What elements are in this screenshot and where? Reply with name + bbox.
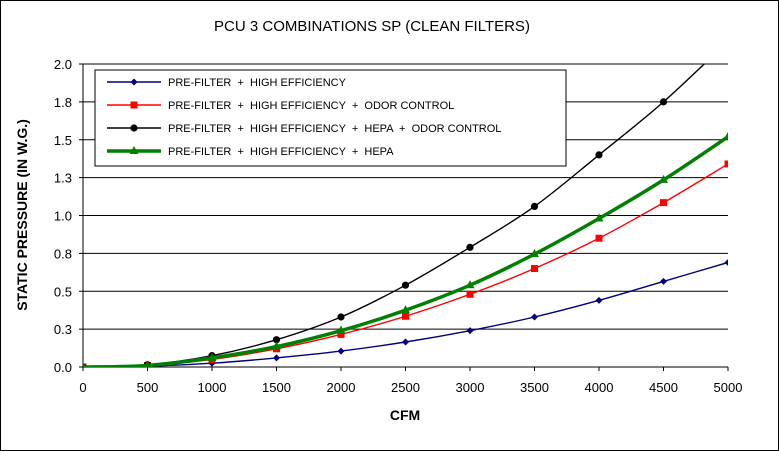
- x-tick-label: 4500: [649, 380, 678, 395]
- data-point: [595, 151, 603, 159]
- data-point: [402, 312, 409, 320]
- data-point: [272, 341, 281, 350]
- legend-marker: [130, 101, 138, 109]
- data-point: [530, 249, 539, 258]
- legend-marker: [130, 124, 138, 132]
- data-point: [272, 336, 281, 344]
- legend-label: PRE-FILTER + HIGH EFFICIENCY + HEPA + OD…: [168, 123, 501, 135]
- x-tick-label: 3000: [456, 380, 485, 395]
- data-point: [724, 160, 728, 168]
- data-point: [401, 305, 410, 314]
- data-point: [466, 290, 474, 298]
- data-point: [466, 243, 474, 251]
- legend-item: PRE-FILTER + HIGH EFFICIENCY + ODOR CONT…: [107, 100, 454, 112]
- legend-item: PRE-FILTER + HIGH EFFICIENCY + HEPA + OD…: [107, 123, 501, 135]
- chart-title: PCU 3 COMBINATIONS SP (CLEAN FILTERS): [214, 18, 530, 35]
- data-point: [401, 281, 410, 289]
- data-point: [337, 347, 345, 355]
- series-layer: [83, 64, 728, 367]
- x-tick-label: 2000: [327, 380, 356, 395]
- data-point: [723, 131, 728, 140]
- x-tick-label: 3500: [520, 380, 549, 395]
- x-tick-label: 5000: [714, 380, 743, 395]
- legend-box: [94, 69, 567, 167]
- data-point: [207, 352, 217, 361]
- data-point: [402, 338, 409, 346]
- y-axis-title: STATIC PRESSURE (IN W.G.): [14, 119, 30, 311]
- data-point: [337, 313, 345, 321]
- y-tick-label: 0.0: [54, 360, 72, 375]
- x-tick-label: 500: [137, 380, 159, 395]
- data-point: [465, 280, 475, 289]
- y-tick-label: 1.8: [54, 95, 72, 110]
- data-point: [724, 258, 728, 266]
- data-point: [466, 327, 474, 335]
- legend-label: PRE-FILTER + HIGH EFFICIENCY + HEPA: [168, 146, 394, 158]
- x-tick-label: 1500: [262, 380, 291, 395]
- data-point: [660, 277, 667, 285]
- legend-item: PRE-FILTER + HIGH EFFICIENCY: [107, 77, 347, 89]
- data-point: [595, 296, 603, 304]
- legend-label: PRE-FILTER + HIGH EFFICIENCY: [168, 77, 347, 89]
- data-point: [659, 174, 668, 183]
- legend-item: PRE-FILTER + HIGH EFFICIENCY + HEPA: [107, 146, 394, 158]
- x-tick-label: 4000: [585, 380, 614, 395]
- data-point: [273, 354, 280, 362]
- ticks: 0.0 0.3 0.5 0.8 1.0 1.3 1.5 1.8 2.0 0 500 1000 1500 2…: [54, 57, 743, 395]
- x-tick-label: 0: [79, 380, 86, 395]
- y-tick-label: 0.5: [54, 284, 72, 299]
- data-point: [659, 98, 668, 106]
- data-point: [336, 325, 346, 334]
- x-tick-label: 2500: [391, 380, 420, 395]
- data-point: [595, 234, 603, 242]
- legend: PRE-FILTER + HIGH EFFICIENCY PRE-FILTER +…: [94, 69, 567, 167]
- data-point: [660, 199, 667, 207]
- y-tick-label: 1.5: [54, 133, 72, 148]
- legend-marker: [130, 78, 138, 86]
- data-point: [594, 213, 604, 222]
- series-4: [83, 131, 728, 367]
- data-point: [337, 330, 345, 338]
- y-tick-label: 1.3: [54, 171, 72, 186]
- data-point: [531, 265, 538, 273]
- x-axis-title: CFM: [390, 407, 420, 423]
- data-point: [531, 313, 538, 321]
- x-tick-label: 1000: [198, 380, 227, 395]
- data-point: [143, 360, 152, 367]
- y-tick-label: 1.0: [54, 209, 72, 224]
- y-tick-label: 0.8: [54, 246, 72, 261]
- data-point: [83, 362, 86, 367]
- y-tick-label: 0.3: [54, 322, 72, 337]
- y-tick-label: 2.0: [54, 57, 72, 72]
- legend-label: PRE-FILTER + HIGH EFFICIENCY + ODOR CONT…: [168, 100, 454, 112]
- data-point: [530, 202, 539, 211]
- legend-marker: [129, 146, 139, 154]
